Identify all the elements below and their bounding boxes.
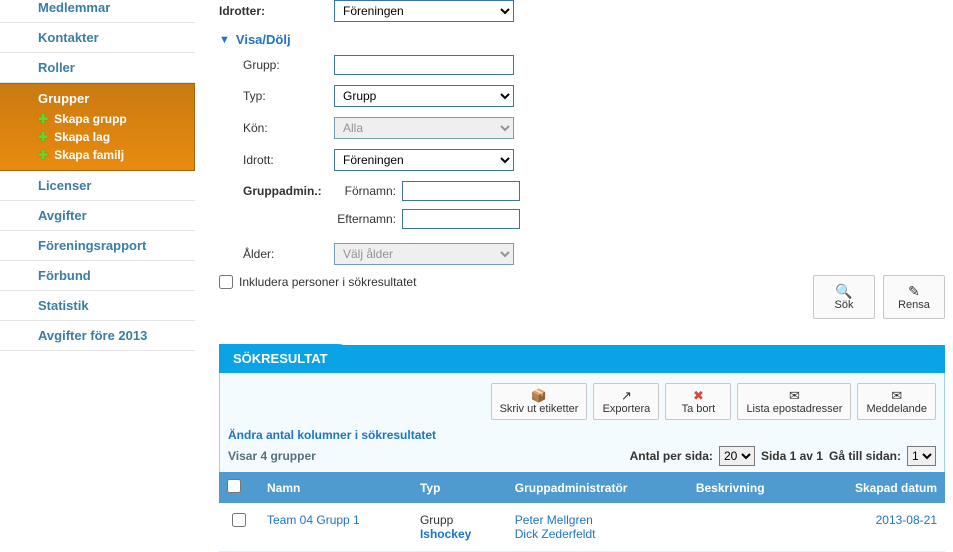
select-kon: Alla: [334, 117, 514, 139]
tool-icon: 📦: [531, 388, 547, 403]
search-label: Sök: [835, 299, 854, 311]
tool-icon: ✉: [891, 388, 902, 403]
sidebar-item-foreningsrapport[interactable]: Föreningsrapport: [0, 231, 195, 261]
goto-select[interactable]: 1: [907, 446, 936, 466]
label-efternamn: Efternamn:: [334, 212, 402, 226]
clear-label: Rensa: [898, 299, 930, 311]
sidebar-item-avgifter-fore-2013[interactable]: Avgifter före 2013: [0, 321, 195, 351]
tool-label: Lista epostadresser: [746, 403, 842, 415]
results-tool[interactable]: ↗Exportera: [593, 383, 659, 420]
results-tool[interactable]: ✉Meddelande: [857, 383, 936, 420]
label-fornamn: Förnamn:: [334, 184, 402, 198]
results-tool[interactable]: ✖Ta bort: [665, 383, 731, 420]
change-columns-link[interactable]: Ändra antal kolumner i sökresultatet: [228, 428, 436, 442]
search-button[interactable]: 🔍 Sök: [813, 275, 875, 319]
clear-button[interactable]: ✎ Rensa: [883, 275, 945, 319]
select-all-checkbox[interactable]: [227, 479, 241, 493]
toggle-visa-dolj[interactable]: ▼ Visa/Dölj: [219, 32, 945, 47]
plus-icon: ✚: [38, 130, 48, 144]
input-efternamn[interactable]: [402, 209, 520, 229]
row-checkbox[interactable]: [232, 513, 246, 527]
label-inkludera: Inkludera personer i sökresultatet: [239, 275, 416, 289]
sidebar-item-licenser[interactable]: Licenser: [0, 171, 195, 201]
search-icon: 🔍: [835, 283, 852, 299]
main-content: Idrotter: Föreningen ▼ Visa/Dölj Grupp: …: [195, 0, 953, 552]
label-alder: Ålder:: [219, 247, 334, 261]
toggle-label: Visa/Dölj: [236, 32, 291, 47]
per-page-select[interactable]: 20: [719, 446, 755, 466]
sidebar-sub-skapa-grupp[interactable]: Skapa grupp: [54, 112, 127, 126]
col-admin[interactable]: Gruppadministratör: [507, 472, 688, 503]
checkbox-inkludera[interactable]: [219, 275, 233, 289]
per-page-label: Antal per sida:: [630, 449, 713, 463]
row-beskr: [688, 503, 807, 552]
tool-icon: ✉: [789, 388, 800, 403]
showing-count: Visar 4 grupper: [228, 449, 316, 463]
row-typ: Grupp: [420, 513, 453, 527]
col-typ[interactable]: Typ: [412, 472, 507, 503]
sidebar-sub-skapa-lag[interactable]: Skapa lag: [54, 130, 110, 144]
tool-label: Skriv ut etiketter: [500, 403, 579, 415]
plus-icon: ✚: [38, 148, 48, 162]
sidebar-item-statistik[interactable]: Statistik: [0, 291, 195, 321]
tool-label: Meddelande: [866, 403, 927, 415]
plus-icon: ✚: [38, 112, 48, 126]
label-grupp: Grupp:: [219, 58, 334, 72]
sidebar-item-kontakter[interactable]: Kontakter: [0, 23, 195, 53]
label-typ: Typ:: [219, 89, 334, 103]
input-grupp[interactable]: [334, 55, 514, 75]
results-tool[interactable]: 📦Skriv ut etiketter: [491, 383, 588, 420]
label-idrotter: Idrotter:: [219, 4, 334, 18]
row-date[interactable]: 2013-08-21: [876, 513, 937, 527]
label-kon: Kön:: [219, 121, 334, 135]
sidebar-section-grupper: Grupper ✚ Skapa grupp ✚ Skapa lag ✚ Skapa f…: [0, 83, 195, 171]
row-name-link[interactable]: Team 04 Grupp 1: [267, 513, 360, 527]
select-alder: Välj ålder: [334, 243, 514, 265]
tool-label: Exportera: [603, 403, 651, 415]
select-idrotter[interactable]: Föreningen: [334, 0, 514, 22]
select-idrott[interactable]: Föreningen: [334, 149, 514, 171]
sidebar-sub-skapa-familj[interactable]: Skapa familj: [54, 148, 124, 162]
sidebar-item-grupper[interactable]: Grupper: [0, 84, 194, 110]
row-admin-link[interactable]: Dick Zederfeldt: [515, 527, 596, 541]
sidebar-item-forbund[interactable]: Förbund: [0, 261, 195, 291]
pencil-icon: ✎: [908, 283, 920, 299]
label-idrott: Idrott:: [219, 153, 334, 167]
select-typ[interactable]: Grupp: [334, 85, 514, 107]
checkbox-inkludera-wrap[interactable]: Inkludera personer i sökresultatet: [219, 275, 416, 289]
col-datum[interactable]: Skapad datum: [807, 472, 945, 503]
results-table: Namn Typ Gruppadministratör Beskrivning …: [219, 472, 945, 552]
results-toolbar: 📦Skriv ut etiketter↗Exportera✖Ta bort✉Li…: [219, 373, 945, 428]
sidebar-item-avgifter[interactable]: Avgifter: [0, 201, 195, 231]
triangle-down-icon: ▼: [219, 34, 230, 46]
row-admin-link[interactable]: Peter Mellgren: [515, 513, 593, 527]
label-gruppadmin: Gruppadmin.:: [219, 184, 334, 198]
results-tool[interactable]: ✉Lista epostadresser: [737, 383, 851, 420]
sidebar-item-medlemmar[interactable]: Medlemmar: [0, 0, 195, 23]
sidebar: Medlemmar Kontakter Roller Grupper ✚ Skap…: [0, 0, 195, 552]
table-row: Team 04 Grupp 1 GruppIshockey Peter Mellgr…: [219, 503, 945, 552]
results-header: SÖKRESULTAT: [219, 344, 356, 373]
col-namn[interactable]: Namn: [259, 472, 412, 503]
goto-label: Gå till sidan:: [829, 449, 901, 463]
tool-icon: ✖: [693, 388, 704, 403]
sidebar-item-roller[interactable]: Roller: [0, 53, 195, 83]
page-info: Sida 1 av 1: [761, 449, 823, 463]
col-beskr[interactable]: Beskrivning: [688, 472, 807, 503]
input-fornamn[interactable]: [402, 181, 520, 201]
tool-label: Ta bort: [682, 403, 716, 415]
row-sport-link[interactable]: Ishockey: [420, 527, 471, 541]
results-panel: SÖKRESULTAT 📦Skriv ut etiketter↗Exporter…: [219, 345, 945, 552]
tool-icon: ↗: [621, 388, 632, 403]
